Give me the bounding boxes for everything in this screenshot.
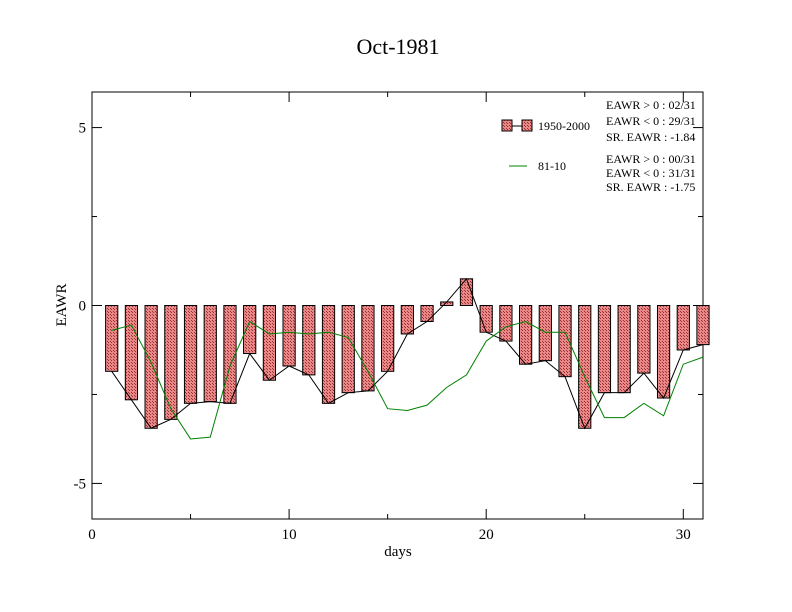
x-tick-label: 10 <box>282 527 297 543</box>
bar-1950-2000-day-11 <box>302 305 316 376</box>
y-tick-label: 5 <box>79 121 87 137</box>
bar-1950-2000-day-14 <box>361 305 375 392</box>
bar-1950-2000-day-4 <box>164 305 178 420</box>
bar-1950-2000-day-21 <box>499 305 513 342</box>
legend-stat-81-10: EAWR < 0 : 31/31 <box>606 166 696 180</box>
line-1950-2000 <box>111 277 704 430</box>
bar-1950-2000-day-7 <box>223 305 237 404</box>
bar-1950-2000-day-30 <box>676 305 690 351</box>
bar-1950-2000-day-10 <box>282 305 296 367</box>
legend-bar-swatch <box>521 119 533 132</box>
bar-1950-2000-day-28 <box>637 305 651 374</box>
bar-1950-2000-day-26 <box>597 305 612 394</box>
line-81-10 <box>111 320 704 440</box>
legend-bar-swatch <box>501 119 513 132</box>
legend-label-81-10: 81-10 <box>538 159 566 173</box>
bar-1950-2000-day-16 <box>400 305 414 335</box>
bar-1950-2000-day-15 <box>381 305 395 372</box>
bar-1950-2000-day-22 <box>519 305 533 365</box>
chart-title: Oct-1981 <box>356 34 439 59</box>
x-axis-label: days <box>384 544 412 560</box>
bar-1950-2000-day-17 <box>420 305 434 323</box>
bar-1950-2000-day-2 <box>124 305 139 401</box>
bar-1950-2000-day-6 <box>203 305 217 403</box>
bar-series-1950-2000 <box>105 278 710 429</box>
bar-1950-2000-day-31 <box>696 305 710 346</box>
bar-1950-2000-day-23 <box>538 305 552 362</box>
bar-1950-2000-day-1 <box>105 305 119 372</box>
legend-stat-81-10: SR. EAWR : -1.75 <box>606 180 695 194</box>
bar-1950-2000-day-13 <box>341 305 355 394</box>
y-tick-label: 0 <box>79 299 87 315</box>
legend: 1950-2000 EAWR > 0 : 02/31 EAWR < 0 : 29/3… <box>501 98 696 194</box>
legend-stat-1950-2000: EAWR < 0 : 29/31 <box>606 114 696 128</box>
legend-stat-81-10: EAWR > 0 : 00/31 <box>606 152 696 166</box>
bar-1950-2000-day-3 <box>144 305 158 429</box>
bar-1950-2000-day-20 <box>479 305 493 333</box>
y-tick-label: -5 <box>74 476 87 492</box>
axis-ticks: 0 10 20 30 -5 0 5 <box>74 92 703 543</box>
bar-1950-2000-day-12 <box>321 305 336 404</box>
y-axis-label: EAWR <box>54 284 70 327</box>
bar-1950-2000-day-29 <box>656 305 671 399</box>
bar-1950-2000-day-5 <box>183 305 198 404</box>
legend-stat-1950-2000: SR. EAWR : -1.84 <box>606 130 695 144</box>
x-tick-label: 20 <box>479 527 494 543</box>
legend-label-1950-2000: 1950-2000 <box>538 119 590 133</box>
line-layer <box>111 277 704 440</box>
x-tick-label: 0 <box>88 527 96 543</box>
bar-1950-2000-day-9 <box>262 305 276 381</box>
x-tick-label: 30 <box>676 527 691 543</box>
legend-stat-1950-2000: EAWR > 0 : 02/31 <box>606 98 696 112</box>
bar-1950-2000-day-27 <box>617 305 631 394</box>
bar-1950-2000-day-19 <box>459 278 474 306</box>
bar-1950-2000-day-8 <box>243 305 257 355</box>
